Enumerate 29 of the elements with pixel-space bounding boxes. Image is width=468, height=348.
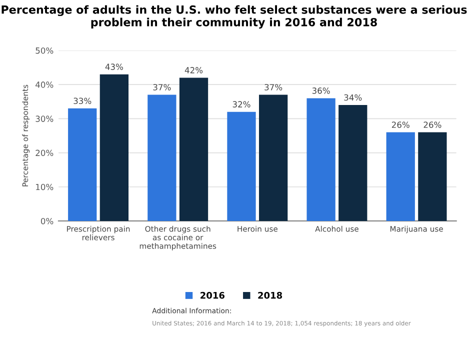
bar [418,132,447,221]
legend-label: 2016 [200,292,224,299]
data-label: 42% [184,67,203,74]
y-tick-label: 50% [36,47,54,54]
data-label: 33% [74,98,92,104]
chart-title: Percentage of adults in the U.S. who felt select substances were a serious problem in their community in 2016 and 2018 [2,5,467,29]
y-tick-label: 10% [36,184,54,190]
bar [306,98,336,221]
data-label: 32% [232,101,250,108]
y-tick-label: 20% [36,150,54,156]
bar [227,112,256,221]
bar [100,74,129,221]
legend-label: 2018 [258,292,282,299]
bar [179,78,208,221]
y-tick-label: 30% [36,116,54,122]
data-label: 26% [424,122,442,128]
bar [148,94,176,221]
bar [338,105,368,221]
data-label: 37% [264,84,282,90]
bar [68,108,97,221]
data-label: 43% [105,64,123,70]
bar [386,132,415,221]
bar [258,94,288,221]
data-label: 26% [392,122,410,128]
y-tick-label: 40% [36,82,54,88]
data-label: 37% [153,84,171,90]
data-label: 36% [312,88,330,94]
y-tick-label: 0% [40,218,54,224]
data-label: 34% [344,94,362,101]
